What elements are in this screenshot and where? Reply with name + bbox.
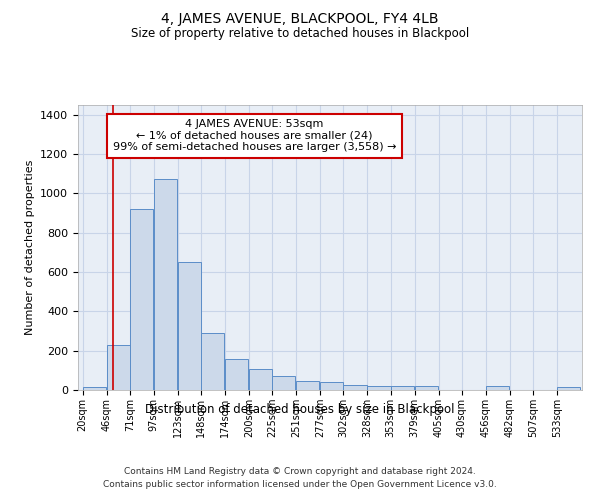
Y-axis label: Number of detached properties: Number of detached properties — [25, 160, 35, 335]
Bar — [343, 385, 367, 390]
Text: Size of property relative to detached houses in Blackpool: Size of property relative to detached ho… — [131, 28, 469, 40]
Bar — [107, 345, 130, 390]
Bar — [557, 388, 580, 390]
Text: 4 JAMES AVENUE: 53sqm
← 1% of detached houses are smaller (24)
99% of semi-detac: 4 JAMES AVENUE: 53sqm ← 1% of detached h… — [113, 120, 396, 152]
Text: Distribution of detached houses by size in Blackpool: Distribution of detached houses by size … — [145, 402, 455, 415]
Bar — [296, 381, 319, 390]
Bar — [249, 369, 272, 390]
Bar — [415, 386, 438, 390]
Bar — [83, 387, 106, 390]
Bar — [320, 382, 343, 390]
Bar — [272, 376, 295, 390]
Bar — [201, 333, 224, 390]
Bar — [367, 386, 391, 390]
Bar — [154, 178, 177, 390]
Bar — [130, 209, 153, 390]
Bar — [486, 386, 509, 390]
Bar — [178, 262, 201, 390]
Text: Contains HM Land Registry data © Crown copyright and database right 2024.: Contains HM Land Registry data © Crown c… — [124, 468, 476, 476]
Text: 4, JAMES AVENUE, BLACKPOOL, FY4 4LB: 4, JAMES AVENUE, BLACKPOOL, FY4 4LB — [161, 12, 439, 26]
Bar — [225, 359, 248, 390]
Text: Contains public sector information licensed under the Open Government Licence v3: Contains public sector information licen… — [103, 480, 497, 489]
Bar — [391, 386, 413, 390]
